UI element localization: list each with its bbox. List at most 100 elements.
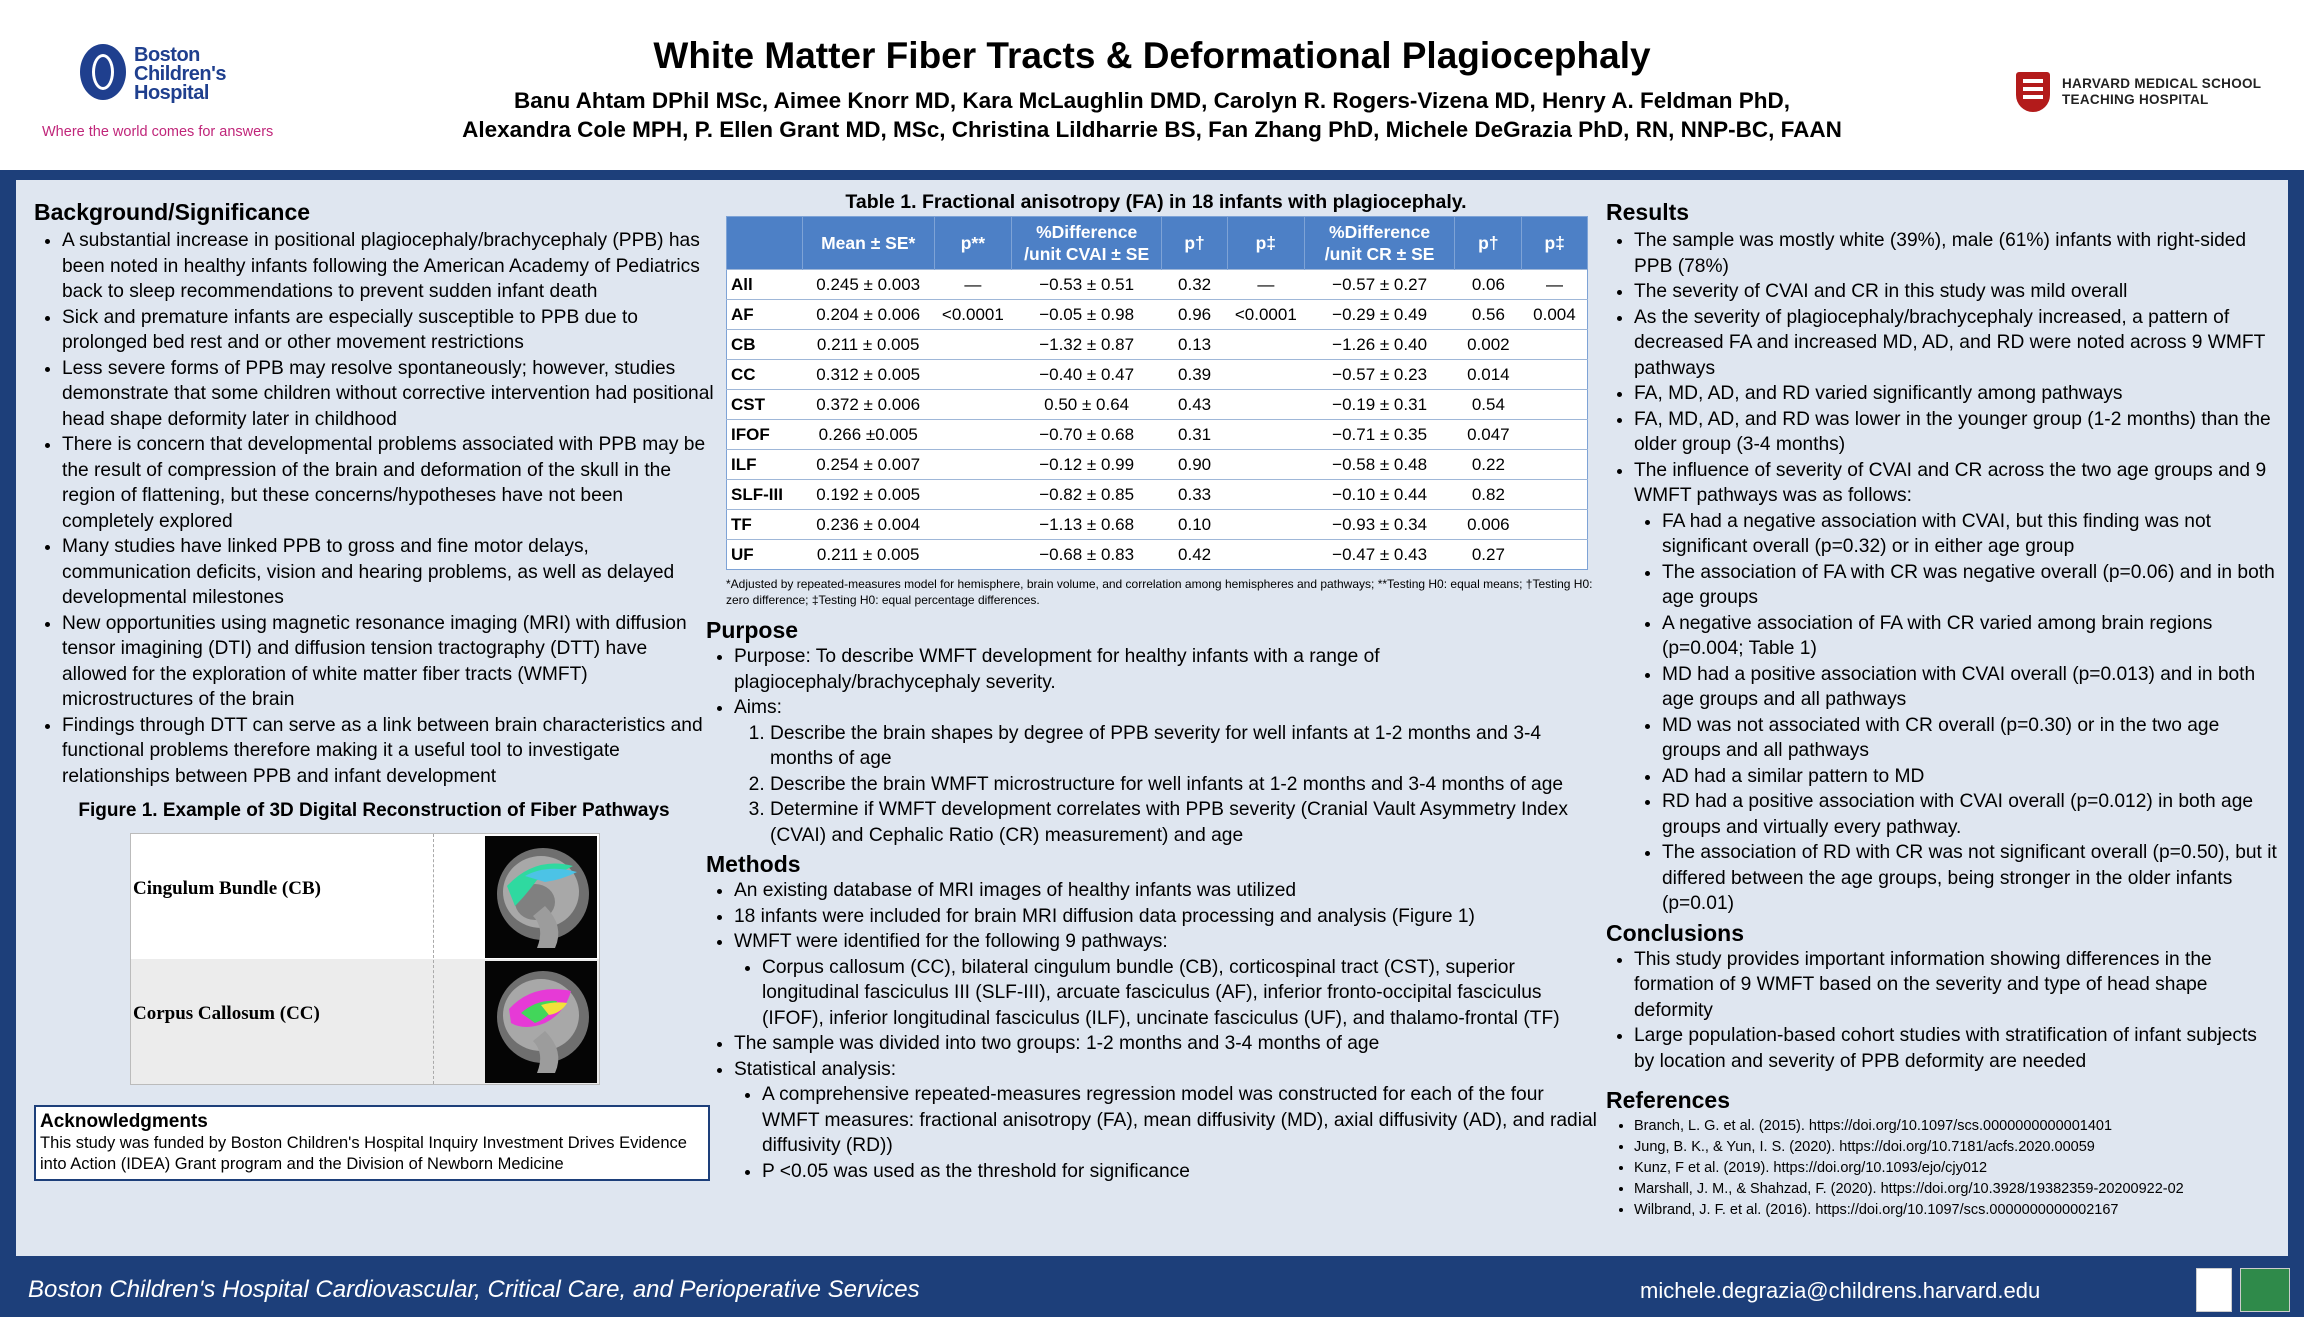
table-cell: 0.32 xyxy=(1161,269,1228,300)
list-item: Jung, B. K., & Yun, I. S. (2020). https:… xyxy=(1634,1137,2278,1158)
table-cell xyxy=(1227,479,1305,510)
table-cell xyxy=(1227,359,1305,390)
bch-logo-text: Boston Children's Hospital xyxy=(134,45,227,103)
methods-heading: Methods xyxy=(706,851,801,877)
footer-badge-icon xyxy=(2240,1268,2290,1312)
boston-childrens-logo: Boston Children's Hospital Where the wor… xyxy=(42,42,320,142)
table-cell: 0.31 xyxy=(1161,419,1228,450)
table-cell: — xyxy=(1227,269,1305,300)
footer-department: Boston Children's Hospital Cardiovascula… xyxy=(28,1276,920,1303)
list-item: RD had a positive association with CVAI … xyxy=(1662,789,2278,840)
table-footnote: *Adjusted by repeated-measures model for… xyxy=(726,577,1593,607)
table-cell: — xyxy=(934,269,1012,300)
figure-row-cb: Cingulum Bundle (CB) xyxy=(131,834,599,959)
table-cell: 0.10 xyxy=(1161,509,1228,540)
harvard-logo: HARVARD MEDICAL SCHOOL TEACHING HOSPITAL xyxy=(2016,72,2266,114)
table-cell: −0.12 ± 0.99 xyxy=(1011,449,1162,480)
list-item: The sample was divided into two groups: … xyxy=(734,1031,1606,1057)
list-item: A negative association of FA with CR var… xyxy=(1662,611,2278,662)
poster-body: Background/Significance A substantial in… xyxy=(16,180,2288,1256)
list-item: A comprehensive repeated-measures regres… xyxy=(762,1082,1606,1159)
table-cell: 0.047 xyxy=(1454,419,1522,450)
table-cell xyxy=(1521,389,1588,420)
table-cell xyxy=(1521,419,1588,450)
list-item: FA, MD, AD, and RD was lower in the youn… xyxy=(1634,407,2278,458)
table-header: p† xyxy=(1454,216,1523,270)
list-item: Large population-based cohort studies wi… xyxy=(1634,1023,2278,1074)
table-cell xyxy=(1227,449,1305,480)
table-cell: −0.53 ± 0.51 xyxy=(1011,269,1162,300)
results-heading: Results xyxy=(1606,199,1690,225)
table-cell xyxy=(1227,509,1305,540)
table-cell xyxy=(934,389,1012,420)
table-cell: 0.002 xyxy=(1454,329,1522,360)
table-cell xyxy=(934,509,1012,540)
poster-header xyxy=(0,0,2304,170)
list-item: FA had a negative association with CVAI,… xyxy=(1662,509,2278,560)
list-item: Branch, L. G. et al. (2015). https://doi… xyxy=(1634,1116,2278,1137)
list-item: Wilbrand, J. F. et al. (2016). https://d… xyxy=(1634,1200,2278,1221)
cb-brain-image xyxy=(497,848,589,948)
table-cell: <0.0001 xyxy=(934,299,1012,330)
table-cell: 0.27 xyxy=(1454,539,1522,570)
table-cell: −0.82 ± 0.85 xyxy=(1011,479,1162,510)
list-item: This study provides important informatio… xyxy=(1634,947,2278,1024)
table-cell: 0.004 xyxy=(1521,299,1588,330)
table-cell xyxy=(934,539,1012,570)
table-cell: 0.372 ± 0.006 xyxy=(802,389,935,420)
acknowledgments-heading: Acknowledgments xyxy=(40,1111,208,1132)
table-cell: −0.93 ± 0.34 xyxy=(1304,509,1455,540)
pathways-sublist: Corpus callosum (CC), bilateral cingulum… xyxy=(734,955,1606,1032)
list-item: Findings through DTT can serve as a link… xyxy=(62,713,714,790)
references-heading: References xyxy=(1606,1087,1731,1113)
table-cell: −1.26 ± 0.40 xyxy=(1304,329,1455,360)
table-cell: 0.13 xyxy=(1161,329,1228,360)
footer-email: michele.degrazia@childrens.harvard.edu xyxy=(1640,1278,2041,1303)
table-body: All 0.245 ± 0.003— −0.53 ± 0.51 0.32— −0.57 … xyxy=(726,269,1588,570)
table-header: %Difference /unit CVAI ± SE xyxy=(1011,216,1163,270)
table-cell: — xyxy=(1521,269,1588,300)
table-row: UF 0.211 ± 0.005 −0.68 ± 0.83 0.42 −0.47 ± 0… xyxy=(726,539,1588,570)
table-cell: −0.71 ± 0.35 xyxy=(1304,419,1455,450)
table-cell xyxy=(1521,329,1588,360)
table-header: p† xyxy=(1161,216,1228,270)
bch-emblem-icon xyxy=(80,44,126,100)
list-item: WMFT were identified for the following 9… xyxy=(734,929,1606,1031)
table-cell: <0.0001 xyxy=(1227,299,1305,330)
background-list: A substantial increase in positional pla… xyxy=(34,228,714,789)
harvard-shield-icon xyxy=(2016,72,2050,112)
cc-mri-image xyxy=(485,961,597,1083)
table-cell xyxy=(934,419,1012,450)
table-cell: 0.54 xyxy=(1454,389,1522,420)
table-cell: 0.22 xyxy=(1454,449,1522,480)
table-row: CB 0.211 ± 0.005 −1.32 ± 0.87 0.13 −1.26 ± 0… xyxy=(726,329,1588,360)
table-cell: 0.192 ± 0.005 xyxy=(802,479,935,510)
table-cell: 0.43 xyxy=(1161,389,1228,420)
list-item: P <0.05 was used as the threshold for si… xyxy=(762,1159,1606,1185)
table-row-label: TF xyxy=(726,509,803,540)
middle-column: Table 1. Fractional anisotropy (FA) in 1… xyxy=(706,180,1606,1184)
table-cell: 0.006 xyxy=(1454,509,1522,540)
methods-list: An existing database of MRI images of he… xyxy=(706,878,1606,1184)
aims-list: Describe the brain shapes by degree of P… xyxy=(706,721,1606,849)
purpose-heading: Purpose xyxy=(706,617,799,643)
list-item: 18 infants were included for brain MRI d… xyxy=(734,904,1606,930)
table-cell: 0.56 xyxy=(1454,299,1522,330)
list-item: Describe the brain WMFT microstructure f… xyxy=(770,772,1606,798)
table-header-row: Mean ± SE* p** %Difference /unit CVAI ± … xyxy=(726,216,1588,270)
table-row-label: CC xyxy=(726,359,803,390)
list-item: Kunz, F et al. (2019). https://doi.org/1… xyxy=(1634,1158,2278,1179)
table-cell: 0.96 xyxy=(1161,299,1228,330)
conclusions-heading: Conclusions xyxy=(1606,919,1745,946)
table-cell: −1.13 ± 0.68 xyxy=(1011,509,1162,540)
cb-mri-image xyxy=(485,836,597,958)
table-cell xyxy=(1521,359,1588,390)
table-cell: −0.40 ± 0.47 xyxy=(1011,359,1162,390)
table-row-label: ILF xyxy=(726,449,803,480)
table-cell: −0.19 ± 0.31 xyxy=(1304,389,1455,420)
acknowledgments-text: This study was funded by Boston Children… xyxy=(40,1134,687,1173)
list-item: Marshall, J. M., & Shahzad, F. (2020). h… xyxy=(1634,1179,2278,1200)
table-cell: 0.82 xyxy=(1454,479,1522,510)
table-cell: 0.06 xyxy=(1454,269,1522,300)
table-cell: 0.014 xyxy=(1454,359,1522,390)
